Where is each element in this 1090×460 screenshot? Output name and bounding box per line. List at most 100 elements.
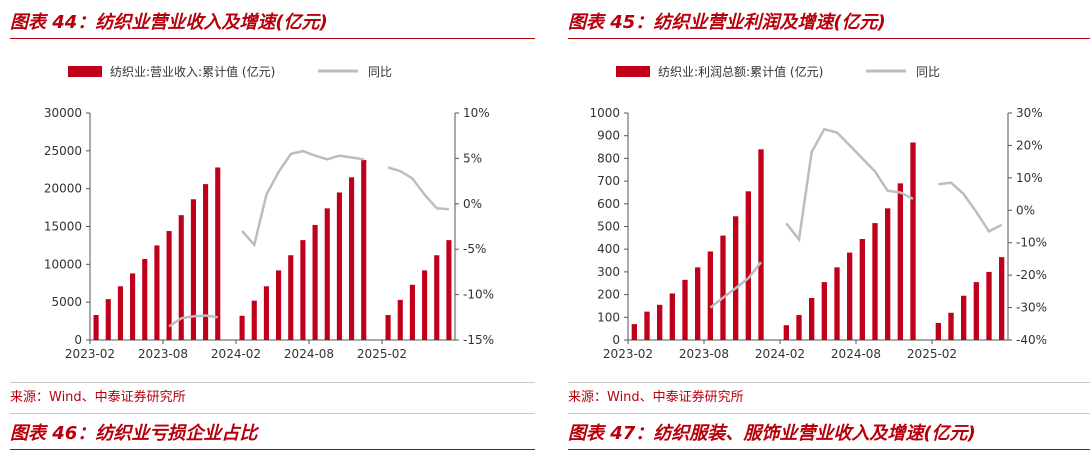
left-tick-label: 500 [597, 220, 620, 234]
left-tick-label: 0 [612, 333, 620, 347]
bar [239, 315, 245, 340]
bar [154, 245, 160, 340]
bar [885, 208, 891, 340]
revenue-chart: 纺织业:营业收入:累计值 (亿元) 同比 0 5000 10000 15000 20000 2… [44, 64, 494, 361]
bar [312, 224, 318, 340]
bar [215, 167, 221, 340]
bar [872, 223, 878, 340]
panel-revenue: 图表 44：纺织业营业收入及增速(亿元) 纺织业:营业收入:累计值 (亿元) 同比… [10, 0, 540, 460]
legend-bar-label: 纺织业:营业收入:累计值 (亿元) [110, 64, 275, 79]
bar [695, 267, 701, 340]
bar [657, 304, 663, 340]
left-tick-label: 900 [597, 129, 620, 143]
bar [783, 325, 789, 340]
bar [105, 299, 111, 340]
bar [910, 142, 916, 340]
profit-chart: 纺织业:利润总额:累计值 (亿元) 同比 0 100 200 300 400 500 600 70… [589, 64, 1047, 361]
bar [190, 199, 196, 340]
right-tick-label: 10% [463, 106, 490, 120]
bar [130, 273, 136, 340]
bar [300, 240, 306, 340]
left-tick-label: 20000 [44, 182, 82, 196]
right-tick-label: -5% [463, 242, 486, 256]
left-tick-label: 600 [597, 197, 620, 211]
right-tick-label: -15% [463, 333, 494, 347]
x-tick-label: 2023-02 [603, 347, 653, 361]
right-tick-label: -30% [1016, 301, 1047, 315]
bar [821, 282, 827, 340]
yoy-line [709, 261, 762, 309]
x-tick-label: 2024-08 [831, 347, 881, 361]
right-tick-label: 0% [1016, 203, 1035, 217]
bar [446, 240, 452, 340]
x-tick-label: 2023-08 [138, 347, 188, 361]
bar [796, 315, 802, 340]
bar [948, 312, 954, 340]
left-tick-label: 800 [597, 151, 620, 165]
legend-bar-swatch [68, 66, 102, 77]
left-tick-label: 30000 [44, 106, 82, 120]
right-tick-label: 5% [463, 151, 482, 165]
left-tick-label: 0 [74, 333, 82, 347]
bar [178, 215, 184, 340]
yoy-line [387, 166, 449, 211]
bar [397, 299, 403, 340]
bar [707, 251, 713, 340]
bar [324, 208, 330, 340]
source-note: 来源：Wind、中泰证券研究所 [10, 382, 535, 414]
legend-bar-label: 纺织业:利润总额:累计值 (亿元) [658, 64, 823, 79]
right-tick-label: 20% [1016, 138, 1043, 152]
left-tick-label: 100 [597, 310, 620, 324]
panel-profit: 图表 45：纺织业营业利润及增速(亿元) 纺织业:利润总额:累计值 (亿元) 同比… [568, 0, 1090, 460]
legend-line-label: 同比 [368, 65, 392, 79]
left-tick-label: 200 [597, 288, 620, 302]
right-tick-label: 10% [1016, 171, 1043, 185]
bar [434, 255, 440, 340]
left-tick-label: 700 [597, 174, 620, 188]
bar [422, 270, 428, 340]
right-tick-label: -40% [1016, 333, 1047, 347]
right-tick-label: 30% [1016, 106, 1043, 120]
bar [631, 324, 637, 340]
bar [758, 149, 764, 340]
legend-bar-swatch [616, 66, 650, 77]
bar [897, 183, 903, 340]
bar [834, 267, 840, 340]
bar [961, 295, 967, 340]
bar [349, 177, 355, 340]
next-chart-title: 图表 46：纺织业亏损企业占比 [10, 419, 535, 450]
bar [859, 238, 865, 340]
chart-title: 图表 44：纺织业营业收入及增速(亿元) [10, 8, 535, 39]
x-tick-label: 2024-08 [284, 347, 334, 361]
bar [93, 315, 99, 340]
bar [847, 252, 853, 340]
bar [809, 298, 815, 340]
left-tick-label: 5000 [51, 295, 82, 309]
bar [288, 255, 294, 340]
bar [385, 315, 391, 340]
left-tick-label: 300 [597, 265, 620, 279]
right-tick-label: 0% [463, 197, 482, 211]
right-tick-label: -10% [1016, 236, 1047, 250]
bar [644, 311, 650, 340]
bar [669, 293, 675, 340]
bar [263, 286, 269, 340]
bar [986, 271, 992, 340]
bar [935, 322, 941, 340]
x-tick-label: 2025-02 [907, 347, 957, 361]
yoy-line [938, 181, 1003, 234]
bar [203, 184, 209, 340]
bar [999, 257, 1005, 340]
bar [276, 270, 282, 340]
x-tick-label: 2025-02 [357, 347, 407, 361]
bar [142, 259, 148, 340]
bar [336, 192, 342, 340]
yoy-line [785, 127, 914, 243]
right-tick-label: -20% [1016, 268, 1047, 282]
legend-line-label: 同比 [916, 65, 940, 79]
bar [166, 231, 172, 340]
bar [973, 282, 979, 340]
left-tick-label: 15000 [44, 220, 82, 234]
bar [682, 279, 688, 340]
next-chart-title: 图表 47：纺织服装、服饰业营业收入及增速(亿元) [568, 419, 1090, 450]
